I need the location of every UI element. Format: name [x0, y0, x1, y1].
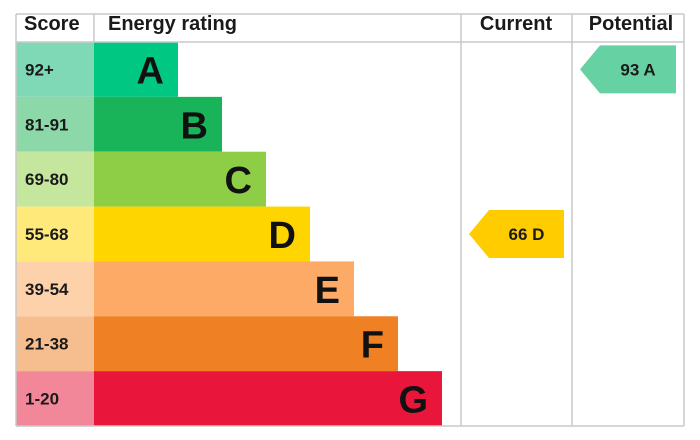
- current-rating-arrow: [469, 210, 564, 258]
- score-range-f: 21-38: [25, 335, 68, 354]
- score-header: Score: [24, 13, 80, 35]
- rating-letter-e: E: [315, 270, 340, 312]
- rating-bar-a: [94, 42, 178, 97]
- score-cell-e: [16, 261, 94, 317]
- current-header: Current: [480, 13, 553, 35]
- rating-letter-b: B: [181, 105, 208, 147]
- rating-letter-d: D: [269, 215, 296, 257]
- score-cell-c: [16, 151, 94, 207]
- score-cell-a: [16, 42, 94, 97]
- score-range-d: 55-68: [25, 225, 68, 244]
- score-range-g: 1-20: [25, 390, 59, 409]
- current-rating-label: 66 D: [509, 225, 545, 244]
- score-range-e: 39-54: [25, 280, 69, 299]
- rating-letter-a: A: [137, 50, 164, 92]
- rating-letter-f: F: [361, 325, 384, 367]
- energy-rating-header: Energy rating: [108, 13, 237, 35]
- rating-bar-e: [94, 261, 354, 317]
- rating-bands: 92+ A 81-91 B 69-80 C 55-68 D 39-54 E 21-38 F 1-20 G: [16, 42, 442, 426]
- potential-header: Potential: [589, 13, 673, 35]
- potential-rating-label: 93 A: [620, 60, 655, 79]
- table-grid: [15, 13, 685, 427]
- score-cell-b: [16, 96, 94, 152]
- rating-letter-g: G: [398, 380, 428, 422]
- rating-bar-f: [94, 316, 398, 372]
- potential-rating-arrow: [580, 45, 676, 94]
- rating-bar-d: [94, 206, 310, 262]
- score-range-a: 92+: [25, 60, 54, 79]
- score-cell-g: [16, 371, 94, 426]
- score-range-c: 69-80: [25, 170, 68, 189]
- rating-bar-g: [94, 371, 442, 426]
- score-range-b: 81-91: [25, 115, 68, 134]
- rating-letter-c: C: [225, 160, 252, 202]
- rating-bar-b: [94, 96, 222, 152]
- score-cell-f: [16, 316, 94, 372]
- rating-bar-c: [94, 151, 266, 207]
- score-cell-d: [16, 206, 94, 262]
